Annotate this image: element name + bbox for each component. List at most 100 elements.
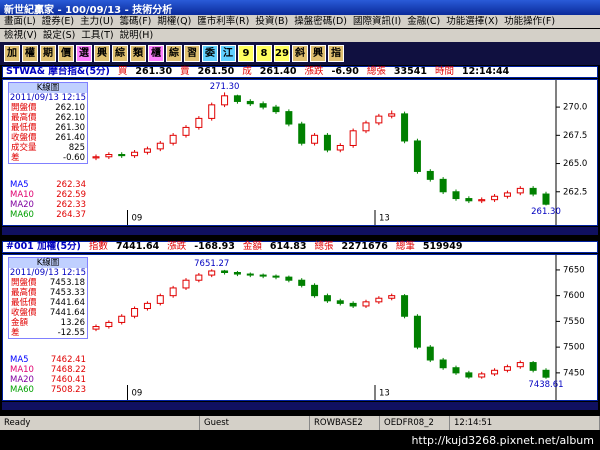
candle-body <box>118 154 126 157</box>
candle-body <box>272 275 280 278</box>
panel-header: STWA& 摩台指&(5分) 買 261.30 賣 261.50 成 261.40 漲跌 -6.… <box>2 66 598 78</box>
info-label: 差 <box>11 328 20 338</box>
status-field: OEDFR08_2 <box>380 416 450 430</box>
toolbar-button[interactable]: 期 <box>40 45 56 62</box>
toolbar-button[interactable]: 加 <box>4 45 20 62</box>
info-row: 差 -0.60 <box>9 153 87 163</box>
toolbar: 加權期價選興綜類櫃綜習委江 9 8 29 斜興指 <box>0 42 600 65</box>
candle-body <box>542 193 550 205</box>
symbol: STWA& 摩台指&(5分) <box>6 66 110 77</box>
field-label: 指數 <box>88 241 108 252</box>
menu-item[interactable]: 投資(B) <box>255 16 289 27</box>
menu-item[interactable]: 工具(T) <box>81 30 114 41</box>
toolbar-button[interactable]: 29 <box>274 45 290 62</box>
info-value: 7441.64 <box>49 298 85 308</box>
candle-body <box>542 369 550 378</box>
menu-item[interactable]: 籌碼(F) <box>119 16 152 27</box>
candle-body <box>143 148 151 153</box>
menu-item[interactable]: 設定(S) <box>42 30 76 41</box>
candle-body <box>503 366 511 371</box>
candle-body <box>105 154 113 158</box>
field-label: 成 <box>242 66 252 77</box>
field-value: 12:14:44 <box>461 66 510 77</box>
toolbar-button[interactable]: 類 <box>130 45 146 62</box>
menu-item[interactable]: 說明(H) <box>119 30 154 41</box>
candle-body <box>298 279 306 286</box>
menu-item[interactable]: 匯市利率(R) <box>197 16 250 27</box>
toolbar-button[interactable]: 價 <box>58 45 74 62</box>
toolbar-button[interactable]: 興 <box>310 45 326 62</box>
candle-body <box>311 284 319 297</box>
toolbar-button[interactable]: 櫃 <box>148 45 164 62</box>
info-value: 825 <box>68 143 85 153</box>
ma-row: MA60 7508.23 <box>8 385 88 395</box>
info-value: 261.40 <box>55 133 85 143</box>
candle-body <box>401 295 409 317</box>
menu-item[interactable]: 國際資訊(I) <box>352 16 402 27</box>
ma-box: MA5 7462.41 MA10 7468.22 MA20 7460.41 MA60 7508… <box>8 355 88 395</box>
menu-item[interactable]: 檢視(V) <box>4 30 37 41</box>
toolbar-button[interactable]: 斜 <box>292 45 308 62</box>
menu-item[interactable]: 功能操作(F) <box>504 16 556 27</box>
info-row: 最低價 7441.64 <box>9 298 87 308</box>
status-field: Guest <box>200 416 310 430</box>
candle-body <box>491 369 499 375</box>
y-tick-label: 7600 <box>563 291 585 301</box>
candle-chart: 7650 7600 7550 7500 7450 09 13 7651.27 7438.61 <box>92 255 585 400</box>
field-value: 519949 <box>422 241 463 252</box>
candle-body <box>413 140 421 172</box>
ma-value: 7508.23 <box>50 385 86 395</box>
candle-body <box>413 315 421 348</box>
toolbar-button[interactable]: 綜 <box>166 45 182 62</box>
info-value: 262.10 <box>55 103 85 113</box>
candle-body <box>465 198 473 202</box>
info-value: 7453.33 <box>49 288 85 298</box>
field-value: -6.90 <box>331 66 359 77</box>
toolbar-button[interactable]: 8 <box>256 45 272 62</box>
toolbar-button[interactable]: 選 <box>76 45 92 62</box>
menu-item[interactable]: 期權(Q) <box>157 16 192 27</box>
candle-body <box>362 301 370 307</box>
candle-body <box>323 295 331 302</box>
candle-body <box>221 95 229 106</box>
ma-row: MA20 7460.41 <box>8 375 88 385</box>
info-label: 收盤價 <box>11 133 37 143</box>
candle-body <box>221 270 229 273</box>
toolbar-button[interactable]: 9 <box>238 45 254 62</box>
ma-row: MA10 262.59 <box>8 190 88 200</box>
field-label: 買 <box>117 66 128 77</box>
candle-body <box>208 104 216 119</box>
candle-body <box>323 134 331 151</box>
info-label: 金額 <box>11 318 29 328</box>
menu-item[interactable]: 功能選擇(X) <box>446 16 499 27</box>
menu-item[interactable]: 主力(U) <box>80 16 114 27</box>
info-value: 7453.18 <box>49 278 85 288</box>
status-field: ROWBASE2 <box>310 416 380 430</box>
menu-item[interactable]: 畫面(L) <box>4 16 36 27</box>
toolbar-button[interactable]: 權 <box>22 45 38 62</box>
y-tick-label: 262.5 <box>563 187 587 197</box>
candle-body <box>259 103 267 108</box>
status-bar: Ready Guest ROWBASE2 OEDFR08_2 12:14:51 <box>0 416 600 430</box>
ma-value: 7468.22 <box>50 365 86 375</box>
toolbar-button[interactable]: 委 <box>202 45 218 62</box>
menu-item[interactable]: 證券(E) <box>41 16 75 27</box>
toolbar-button[interactable]: 習 <box>184 45 200 62</box>
info-title: K線圖 <box>9 83 87 93</box>
y-tick-label: 7650 <box>563 265 585 275</box>
info-value: 262.10 <box>55 113 85 123</box>
candle-body <box>491 195 499 201</box>
toolbar-button[interactable]: 指 <box>328 45 344 62</box>
candle-body <box>182 279 190 289</box>
ma-label: MA5 <box>10 180 29 190</box>
menu-item[interactable]: 操盤密碼(D) <box>294 16 347 27</box>
menu-item[interactable]: 金融(C) <box>407 16 441 27</box>
toolbar-button[interactable]: 興 <box>94 45 110 62</box>
info-row: 開盤價 262.10 <box>9 103 87 113</box>
toolbar-button[interactable]: 綜 <box>112 45 128 62</box>
info-box: K線圖 2011/09/13 12:15 開盤價 7453.18 最高價 7453.33 最… <box>8 257 88 339</box>
toolbar-button[interactable]: 江 <box>220 45 236 62</box>
candle-body <box>131 151 139 157</box>
candle-body <box>349 130 357 146</box>
